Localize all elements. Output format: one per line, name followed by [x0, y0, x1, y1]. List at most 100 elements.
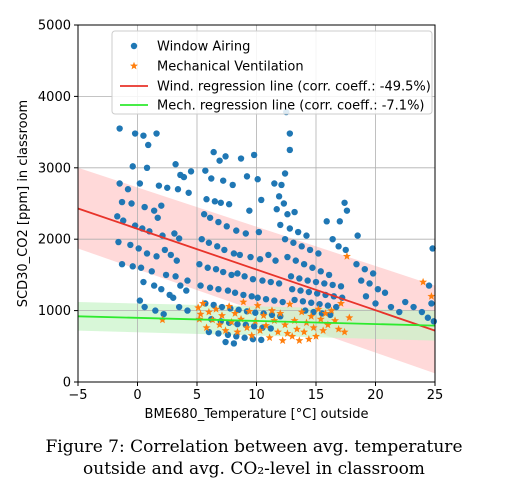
data-point-window-airing — [323, 218, 330, 225]
data-point-window-airing — [255, 228, 263, 236]
data-point-window-airing — [279, 298, 286, 306]
data-point-window-airing — [254, 294, 261, 301]
data-point-window-airing — [170, 294, 177, 301]
data-point-window-airing — [221, 246, 228, 254]
data-point-mechanical-ventilation — [196, 309, 205, 318]
data-point-mechanical-ventilation — [307, 312, 316, 320]
data-point-mechanical-ventilation — [198, 299, 207, 307]
data-point-window-airing — [211, 198, 219, 205]
data-point-window-airing — [294, 228, 302, 236]
data-point-mechanical-ventilation — [218, 311, 226, 319]
data-point-window-airing — [141, 203, 148, 211]
data-point-window-airing — [289, 285, 296, 293]
data-point-window-airing — [250, 323, 258, 330]
data-point-mechanical-ventilation — [221, 326, 230, 334]
data-point-window-airing — [206, 214, 214, 221]
data-point-window-airing — [224, 287, 232, 294]
data-point-window-airing — [430, 318, 438, 325]
caption-line-2: outside and avg. CO₂-level in classroom — [83, 459, 425, 479]
data-point-window-airing — [381, 289, 389, 296]
x-tick-label: 20 — [367, 388, 384, 403]
data-point-window-airing — [120, 217, 127, 224]
figure-caption: Figure 7: Correlation between avg. tempe… — [0, 436, 508, 480]
data-point-window-airing — [256, 255, 264, 263]
data-point-window-airing — [369, 270, 377, 277]
data-point-window-airing — [324, 302, 332, 309]
data-point-window-airing — [297, 287, 304, 294]
caption-line-1: Figure 7: Correlation between avg. tempe… — [45, 437, 463, 457]
data-point-window-airing — [425, 282, 433, 289]
y-tick-label: 0 — [63, 376, 71, 391]
data-point-window-airing — [143, 250, 151, 257]
data-point-window-airing — [267, 325, 274, 332]
data-point-window-airing — [224, 331, 232, 339]
data-point-mechanical-ventilation — [225, 302, 234, 310]
data-point-window-airing — [158, 285, 165, 293]
data-point-window-airing — [136, 297, 144, 304]
data-point-mechanical-ventilation — [285, 299, 294, 308]
data-point-window-airing — [187, 168, 195, 175]
data-point-mechanical-ventilation — [158, 315, 167, 324]
data-point-window-airing — [306, 246, 314, 254]
data-point-window-airing — [284, 211, 291, 218]
data-point-window-airing — [148, 268, 155, 275]
data-point-mechanical-ventilation — [212, 304, 221, 313]
data-point-mechanical-ventilation — [297, 307, 306, 316]
window-airing-points — [114, 108, 438, 347]
data-point-window-airing — [153, 253, 160, 260]
y-tick-label: 1000 — [38, 304, 71, 319]
data-point-mechanical-ventilation — [331, 316, 340, 324]
data-point-window-airing — [329, 281, 336, 289]
x-tick-label: 10 — [248, 388, 265, 403]
x-tick-label: 15 — [308, 388, 325, 403]
data-point-window-airing — [259, 277, 266, 284]
legend: Window Airing Mechanical Ventilation Wind.… — [111, 30, 433, 115]
data-point-window-airing — [309, 264, 316, 271]
regression-lines — [77, 207, 436, 332]
data-point-window-airing — [136, 180, 144, 187]
data-point-window-airing — [206, 284, 214, 291]
data-point-mechanical-ventilation — [345, 313, 354, 322]
x-tick-label: −5 — [68, 388, 87, 403]
data-point-window-airing — [418, 308, 426, 316]
data-point-window-airing — [135, 245, 142, 252]
y-tick-label: 3000 — [38, 161, 71, 176]
data-point-window-airing — [429, 245, 436, 252]
data-point-window-airing — [353, 260, 360, 268]
data-point-mechanical-ventilation — [273, 327, 282, 336]
data-point-window-airing — [205, 328, 213, 336]
data-point-mechanical-ventilation — [276, 309, 285, 317]
data-point-window-airing — [175, 303, 183, 311]
data-point-window-airing — [292, 257, 299, 264]
data-point-window-airing — [233, 227, 240, 234]
y-tick-label: 2000 — [38, 233, 71, 248]
data-point-mechanical-ventilation — [321, 309, 330, 317]
data-point-window-airing — [180, 173, 188, 181]
data-point-window-airing — [243, 173, 251, 180]
legend-label-0: Window Airing — [157, 40, 250, 55]
data-point-window-airing — [325, 271, 333, 279]
data-point-window-airing — [298, 243, 305, 250]
data-point-window-airing — [215, 330, 222, 337]
data-point-mechanical-ventilation — [304, 334, 313, 343]
data-point-window-airing — [336, 218, 343, 225]
data-point-window-airing — [275, 280, 283, 287]
data-point-window-airing — [184, 277, 191, 284]
data-point-window-airing — [219, 268, 227, 276]
data-point-window-airing — [228, 271, 235, 279]
data-point-mechanical-ventilation — [227, 317, 236, 326]
data-point-mechanical-ventilation — [337, 299, 345, 307]
data-point-window-airing — [313, 290, 321, 297]
data-point-window-airing — [161, 246, 169, 254]
data-point-window-airing — [273, 206, 280, 213]
data-point-mechanical-ventilation — [215, 320, 224, 329]
data-point-window-airing — [354, 232, 361, 239]
data-point-window-airing — [217, 199, 224, 206]
data-point-window-airing — [290, 239, 297, 246]
data-point-mechanical-ventilation — [419, 277, 428, 286]
data-point-window-airing — [162, 271, 170, 279]
data-point-mechanical-ventilation — [342, 252, 351, 260]
data-point-window-airing — [358, 277, 365, 284]
data-point-window-airing — [296, 275, 303, 282]
